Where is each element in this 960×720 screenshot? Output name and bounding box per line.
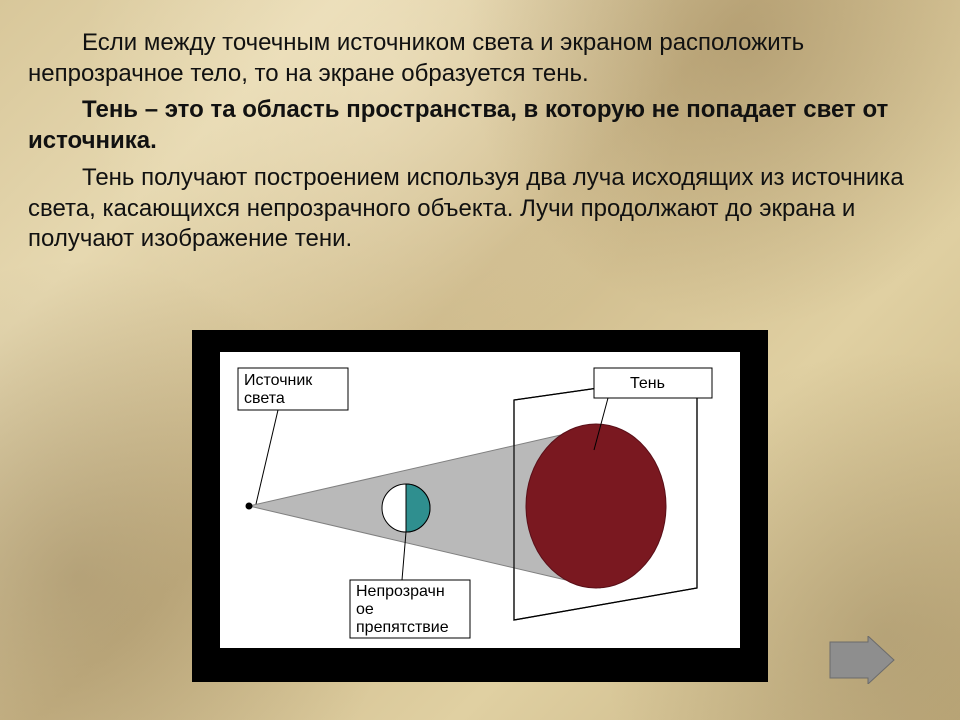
label-source: Источник света bbox=[238, 368, 348, 410]
label-source-line1: Источник bbox=[244, 372, 313, 389]
label-source-line2: света bbox=[244, 390, 285, 407]
label-obstacle-line2: ое bbox=[356, 601, 374, 618]
shadow-diagram: Источник света Тень Непрозрачн ое препят… bbox=[192, 330, 768, 682]
light-source-point bbox=[246, 503, 253, 510]
paragraph-1: Если между точечным источником света и э… bbox=[28, 28, 932, 89]
slide: Если между точечным источником света и э… bbox=[0, 0, 960, 720]
body-text: Если между точечным источником света и э… bbox=[28, 28, 932, 261]
label-obstacle-line3: препятствие bbox=[356, 619, 449, 636]
label-obstacle-line1: Непрозрачн bbox=[356, 583, 445, 600]
arrow-right-icon bbox=[830, 636, 894, 684]
paragraph-2-definition: Тень – это та область пространства, в ко… bbox=[28, 95, 932, 156]
label-shadow: Тень bbox=[594, 368, 712, 398]
shadow-ellipse bbox=[526, 424, 666, 588]
label-obstacle: Непрозрачн ое препятствие bbox=[350, 580, 470, 638]
label-shadow-line1: Тень bbox=[630, 375, 665, 392]
shadow-diagram-svg: Источник света Тень Непрозрачн ое препят… bbox=[192, 330, 768, 682]
next-button[interactable] bbox=[824, 636, 896, 684]
paragraph-3: Тень получают построением используя два … bbox=[28, 163, 932, 255]
